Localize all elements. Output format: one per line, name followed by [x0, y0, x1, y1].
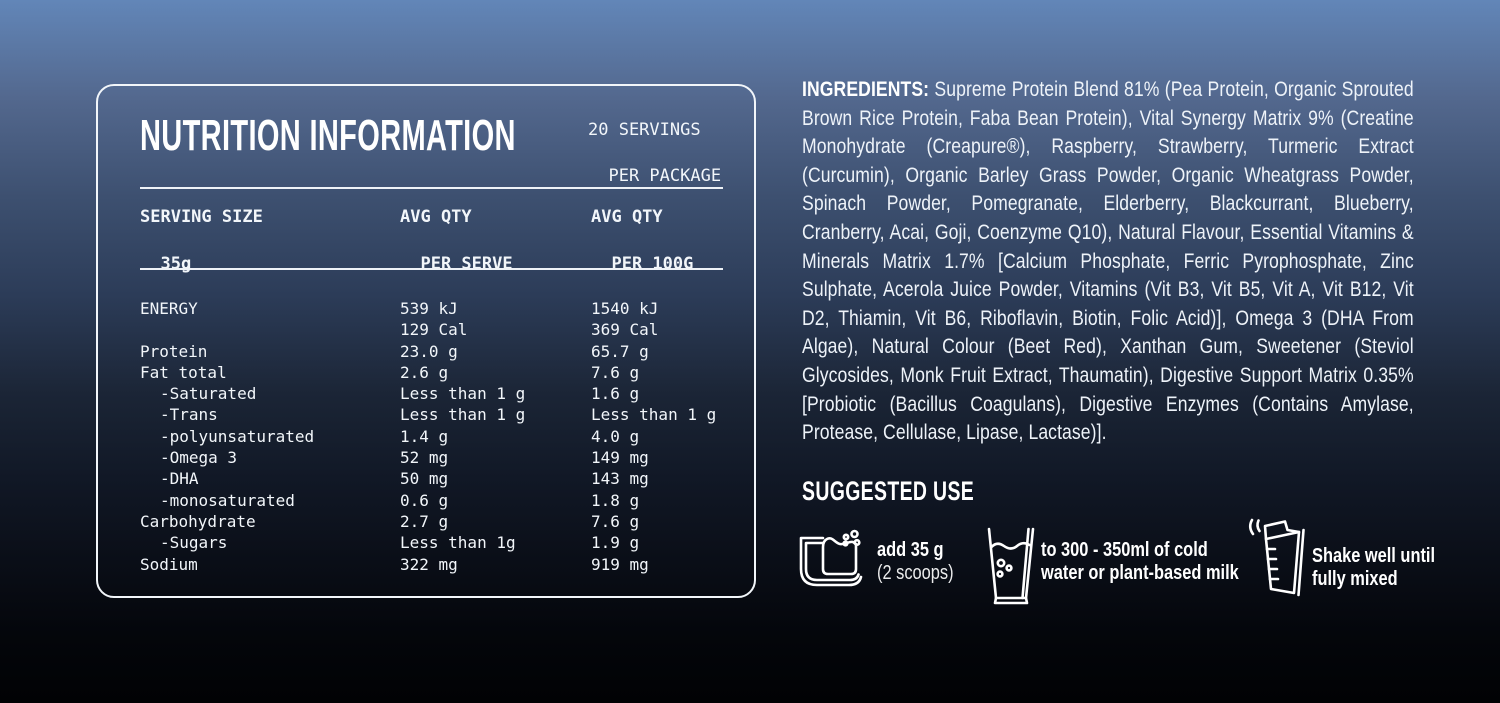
table-rows: ENERGY 539 kJ 1540 kJ 129 Cal 369 Cal Protein…	[140, 298, 740, 575]
servings-line1: 20 SERVINGS	[588, 120, 701, 140]
row-serve: Less than 1 g	[400, 384, 526, 404]
per-serve-label2: PER SERVE	[420, 254, 513, 274]
servings-line2: PER PACKAGE	[608, 166, 722, 186]
table-row: -Saturated Less than 1 g 1.6 g	[140, 383, 740, 404]
liquid-text-line1: to 300 - 350ml of cold	[1041, 539, 1208, 561]
table-row: -monosaturated 0.6 g 1.8 g	[140, 490, 740, 511]
scoop-icon	[799, 529, 869, 587]
table-row: -Sugars Less than 1g 1.9 g	[140, 532, 740, 553]
row-serve: 50 mg	[400, 469, 449, 489]
serving-size-label: SERVING SIZE	[140, 207, 263, 227]
row-per100: 1540 kJ	[591, 299, 659, 318]
row-per100: 1.6 g	[591, 384, 640, 404]
row-per100: 143 mg	[591, 469, 649, 489]
row-per100: 919 mg	[591, 554, 649, 574]
row-per100: Less than 1 g	[591, 405, 717, 425]
column-header-per-100g: AVG QTY PER 100G	[591, 206, 693, 277]
ingredients-label: INGREDIENTS:	[802, 78, 930, 101]
row-per100: 7.6 g	[591, 362, 640, 382]
row-serve: 52 mg	[400, 448, 449, 468]
row-serve: Less than 1g	[400, 533, 516, 553]
divider-header	[140, 268, 723, 270]
row-per100: 149 mg	[591, 448, 649, 468]
scoop-text-line2: (2 scoops)	[877, 562, 954, 584]
row-serve: 2.6 g	[400, 362, 449, 382]
glass-icon	[984, 526, 1038, 606]
per-100g-label1: AVG QTY	[591, 207, 663, 227]
row-label: Carbohydrate	[140, 511, 256, 531]
row-label: -monosaturated	[160, 490, 295, 510]
panel-title: NUTRITION INFORMATION	[140, 111, 516, 160]
suggested-use-item-scoop: add 35 g (2 scoops)	[877, 539, 954, 585]
table-row: ENERGY 539 kJ 1540 kJ	[140, 298, 740, 319]
suggested-use-item-liquid: to 300 - 350ml of cold water or plant-ba…	[1041, 539, 1239, 585]
per-100g-label2: PER 100G	[611, 254, 694, 274]
liquid-text-line2: water or plant-based milk	[1041, 562, 1239, 584]
row-serve: 1.4 g	[400, 426, 449, 446]
table-row: 129 Cal 369 Cal	[140, 319, 740, 340]
row-per100: 4.0 g	[591, 426, 640, 446]
row-label: -Saturated	[160, 384, 257, 404]
scoop-text-line1: add 35 g	[877, 539, 944, 561]
row-label: Fat total	[140, 362, 227, 382]
row-serve: 322 mg	[400, 554, 458, 574]
table-row: Carbohydrate 2.7 g 7.6 g	[140, 511, 740, 532]
table-row: -Omega 3 52 mg 149 mg	[140, 447, 740, 468]
row-serve: 539 kJ	[400, 299, 458, 318]
row-label: Protein	[140, 341, 208, 361]
row-serve: 2.7 g	[400, 511, 449, 531]
suggested-use-item-shake: Shake well until fully mixed	[1312, 545, 1435, 591]
row-serve: 23.0 g	[400, 341, 458, 361]
table-row: Sodium 322 mg 919 mg	[140, 554, 740, 575]
table-row: -DHA 50 mg 143 mg	[140, 468, 740, 489]
row-label: ENERGY	[140, 299, 198, 318]
table-row: -Trans Less than 1 g Less than 1 g	[140, 404, 740, 425]
divider-top	[140, 187, 723, 189]
row-serve: 129 Cal	[400, 320, 468, 340]
ingredients-text: Supreme Protein Blend 81% (Pea Protein, …	[802, 78, 1414, 445]
suggested-use-title: SUGGESTED USE	[802, 476, 975, 506]
row-serve: 0.6 g	[400, 490, 449, 510]
row-label: Sodium	[140, 554, 198, 574]
row-label: -polyunsaturated	[160, 426, 315, 446]
row-label: -Trans	[160, 405, 218, 425]
row-label: -DHA	[160, 469, 199, 489]
column-header-serving-size: SERVING SIZE 35g	[140, 206, 263, 277]
row-label: -Omega 3	[160, 448, 238, 468]
shake-text-line2: fully mixed	[1312, 568, 1398, 590]
row-per100: 1.9 g	[591, 533, 640, 553]
serving-size-value: 35g	[160, 254, 192, 274]
table-row: Fat total 2.6 g 7.6 g	[140, 362, 740, 383]
ingredients-paragraph: INGREDIENTS: Supreme Protein Blend 81% (…	[802, 76, 1414, 448]
shaker-icon	[1246, 517, 1312, 597]
row-per100: 65.7 g	[591, 341, 649, 361]
row-label: -Sugars	[160, 533, 228, 553]
row-per100: 369 Cal	[591, 320, 659, 340]
table-row: Protein 23.0 g 65.7 g	[140, 341, 740, 362]
per-serve-label1: AVG QTY	[400, 207, 472, 227]
column-header-per-serve: AVG QTY PER SERVE	[400, 206, 513, 277]
servings-per-package: 20 SERVINGS PER PACKAGE	[588, 119, 721, 188]
row-per100: 7.6 g	[591, 511, 640, 531]
table-row: -polyunsaturated 1.4 g 4.0 g	[140, 426, 740, 447]
row-per100: 1.8 g	[591, 490, 640, 510]
row-serve: Less than 1 g	[400, 405, 526, 425]
nutrition-panel: NUTRITION INFORMATION 20 SERVINGS PER PA…	[96, 84, 756, 598]
shake-text-line1: Shake well until	[1312, 545, 1436, 567]
